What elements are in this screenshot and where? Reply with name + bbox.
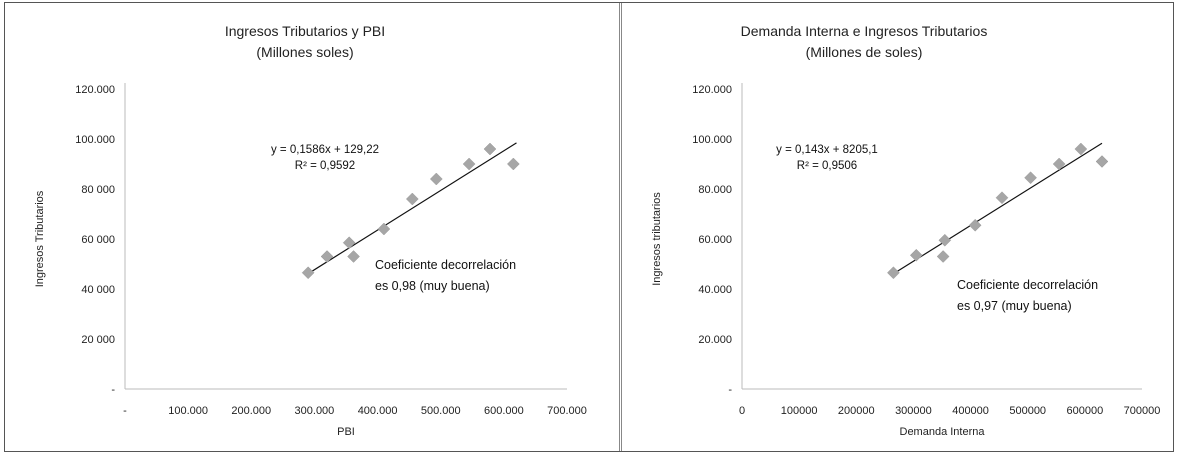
figure-frame: Ingresos Tributarios y PBI (Millones sole…	[4, 2, 1174, 452]
data-point	[1074, 142, 1088, 156]
trendline	[893, 142, 1103, 275]
x-tick-label: 600000	[1066, 405, 1103, 417]
trendline	[307, 142, 517, 275]
y-axis-label: Ingresos Tributarios	[34, 190, 46, 287]
chart-demanda-vs-ingresos: Demanda Interna e Ingresos Tributarios (M…	[651, 23, 1161, 438]
x-tick-label: 500000	[1009, 405, 1046, 417]
y-tick-label: 120.000	[75, 84, 115, 96]
data-point	[301, 266, 315, 280]
correlation-note: es 0,97 (muy buena)	[957, 299, 1072, 313]
y-tick-label: -	[111, 384, 115, 396]
data-point	[936, 250, 950, 263]
data-point	[405, 192, 419, 206]
y-tick-label: 100.000	[75, 134, 115, 146]
data-point	[462, 157, 476, 171]
x-tick-label: 100.000	[168, 405, 208, 417]
y-axis-label: Ingresos tributarios	[651, 192, 663, 286]
y-tick-label: 60 000	[81, 234, 115, 246]
chart-ingresos-vs-pbi: Ingresos Tributarios y PBI (Millones sole…	[34, 23, 587, 438]
x-tick-label: 400.000	[358, 405, 398, 417]
data-point	[506, 157, 520, 171]
x-axis-label: Demanda Interna	[900, 426, 986, 438]
correlation-note: Coeficiente decorrelación	[957, 278, 1098, 292]
chart-divider	[619, 3, 622, 451]
x-tick-label: 300000	[895, 405, 932, 417]
data-point	[483, 142, 497, 156]
chart-title-line: (Millones de soles)	[806, 44, 923, 60]
x-tick-label: 500.000	[421, 405, 461, 417]
x-tick-label: 600.000	[484, 405, 524, 417]
data-point	[342, 236, 356, 250]
data-point	[320, 250, 334, 263]
x-tick-label: 400000	[952, 405, 989, 417]
y-tick-label: 20.000	[698, 334, 732, 346]
data-point	[887, 266, 900, 280]
x-tick-label: 200.000	[231, 405, 271, 417]
y-tick-label: 80.000	[698, 184, 732, 196]
chart-title-line: Demanda Interna e Ingresos Tributarios	[741, 23, 988, 39]
data-point	[1095, 155, 1109, 168]
data-point	[347, 250, 360, 263]
trendline-equation: y = 0,1586x + 129,22	[271, 144, 379, 156]
y-tick-label: -	[728, 384, 732, 396]
data-point	[1052, 157, 1066, 171]
x-tick-label: 0	[739, 405, 745, 417]
x-tick-label: 100000	[781, 405, 818, 417]
y-tick-label: 100.000	[692, 134, 732, 146]
data-point	[1024, 171, 1037, 185]
r-squared-label: R² = 0,9592	[295, 160, 355, 172]
data-point	[995, 191, 1009, 205]
x-tick-label: 700.000	[547, 405, 587, 417]
y-tick-label: 40.000	[698, 284, 732, 296]
x-axis-label: PBI	[337, 426, 355, 438]
y-tick-label: 20 000	[81, 334, 115, 346]
chart-title-line: Ingresos Tributarios y PBI	[225, 23, 385, 39]
y-tick-label: 120.000	[692, 84, 732, 96]
r-squared-label: R² = 0,9506	[797, 160, 857, 172]
data-point	[429, 172, 443, 186]
x-tick-label: -	[123, 405, 127, 417]
trendline-equation: y = 0,143x + 8205,1	[776, 144, 878, 156]
chart-title-line: (Millones soles)	[256, 44, 353, 60]
x-tick-label: 300.000	[295, 405, 335, 417]
correlation-note: Coeficiente decorrelación	[375, 258, 516, 272]
data-point	[938, 233, 952, 247]
correlation-note: es 0,98 (muy buena)	[375, 279, 490, 293]
data-point	[968, 218, 982, 232]
data-point	[909, 248, 923, 262]
x-tick-label: 700000	[1124, 405, 1161, 417]
data-point	[377, 222, 391, 236]
x-tick-label: 200000	[838, 405, 875, 417]
y-tick-label: 40 000	[81, 284, 115, 296]
y-tick-label: 60.000	[698, 234, 732, 246]
y-tick-label: 80 000	[81, 184, 115, 196]
